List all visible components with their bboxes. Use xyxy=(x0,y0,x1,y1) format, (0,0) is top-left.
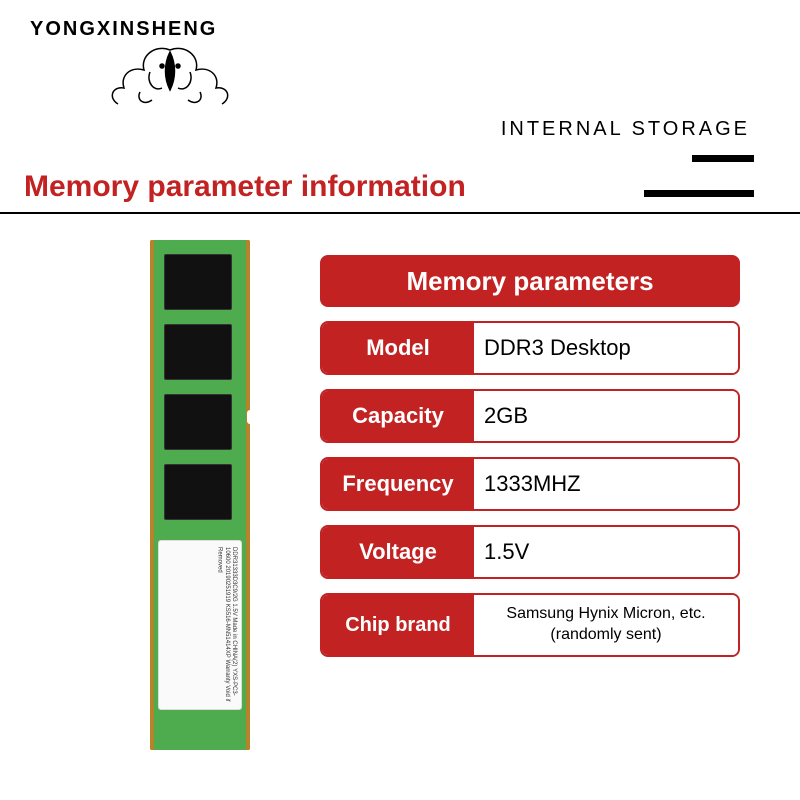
ram-chip-icon xyxy=(164,394,232,450)
param-row-model: Model DDR3 Desktop xyxy=(320,321,740,375)
ram-stick-illustration: DDR31333D3C9/2G 1.5V Made in CHINA(2) YX… xyxy=(150,240,250,750)
section-heading: Memory parameter information xyxy=(24,170,466,204)
param-value: 1.5V xyxy=(474,527,738,577)
ram-chip-icon xyxy=(164,324,232,380)
decor-bars-icon xyxy=(644,155,754,197)
ram-chip-icon xyxy=(164,464,232,520)
panel-title: Memory parameters xyxy=(320,255,740,307)
param-value: 2GB xyxy=(474,391,738,441)
ram-sticker: DDR31333D3C9/2G 1.5V Made in CHINA(2) YX… xyxy=(158,540,242,710)
horizontal-rule xyxy=(0,212,800,214)
category-label: INTERNAL STORAGE xyxy=(501,118,750,141)
param-row-frequency: Frequency 1333MHZ xyxy=(320,457,740,511)
param-value-line: (randomly sent) xyxy=(550,625,661,646)
param-row-voltage: Voltage 1.5V xyxy=(320,525,740,579)
param-value: 1333MHZ xyxy=(474,459,738,509)
param-value: DDR3 Desktop xyxy=(474,323,738,373)
dragon-logo-icon xyxy=(100,42,240,112)
ram-sticker-line: DDR31333D3C9/2G 1.5V Made in CHINA(2) xyxy=(231,547,237,666)
param-key: Frequency xyxy=(322,459,474,509)
brand-name: YONGXINSHENG xyxy=(30,18,217,41)
param-key: Chip brand xyxy=(322,595,474,655)
param-value: Samsung Hynix Micron, etc. (randomly sen… xyxy=(474,595,738,655)
param-key: Capacity xyxy=(322,391,474,441)
param-row-capacity: Capacity 2GB xyxy=(320,389,740,443)
ram-notch xyxy=(247,410,253,424)
param-row-chip-brand: Chip brand Samsung Hynix Micron, etc. (r… xyxy=(320,593,740,657)
param-key: Voltage xyxy=(322,527,474,577)
param-key: Model xyxy=(322,323,474,373)
parameters-panel: Memory parameters Model DDR3 Desktop Cap… xyxy=(320,255,740,671)
ram-chip-icon xyxy=(164,254,232,310)
param-value-line: Samsung Hynix Micron, etc. xyxy=(506,604,705,625)
